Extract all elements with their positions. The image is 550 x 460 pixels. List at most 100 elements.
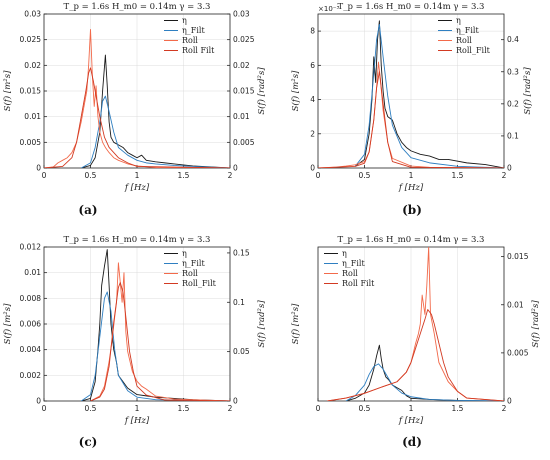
x-tick-label: 0.5	[359, 404, 371, 413]
y-right-axis-label: S(f) [rad²s]	[522, 67, 533, 115]
x-tick-label: 1	[409, 171, 414, 180]
y-left-tick-label: 0.02	[24, 61, 41, 70]
x-tick-label: 0	[42, 171, 47, 180]
series-line-eta_filt	[345, 363, 504, 401]
y-right-tick-label: 0.015	[507, 252, 529, 261]
y-left-tick-label: 2	[310, 129, 315, 138]
y-right-axis-label: S(f) [rad²s]	[256, 67, 267, 115]
series-line-eta_filt	[80, 95, 230, 168]
y-right-axis-label: S(f) [rad²s]	[256, 300, 267, 348]
y-right-tick-label: 0	[507, 397, 512, 406]
y-right-tick-label: 0.15	[233, 248, 250, 257]
chart-title: T_p = 1.6s H_m0 = 0.14m γ = 3.3	[64, 235, 211, 245]
legend-label: η	[456, 16, 461, 25]
y-left-tick-label: 0.025	[20, 35, 42, 44]
x-axis-label: f [Hz]	[124, 183, 150, 193]
legend-label: η_Filt	[182, 259, 205, 268]
legend-label: Roll	[456, 36, 472, 45]
series-line-roll	[44, 28, 230, 168]
legend-label: η_Filt	[182, 26, 205, 35]
y-right-tick-label: 0.2	[507, 99, 519, 108]
y-left-tick-label: 0.03	[24, 10, 41, 19]
y-left-tick-label: 0.015	[20, 87, 42, 96]
y-right-tick-label: 0.1	[233, 298, 245, 307]
chart-title: T_p = 1.6s H_m0 = 0.14m γ = 3.3	[64, 2, 211, 12]
y-right-tick-label: 0.025	[233, 35, 255, 44]
y-left-tick-label: 0.008	[20, 294, 42, 303]
series-line-eta_filt	[80, 291, 230, 401]
series-line-roll_filt	[90, 282, 230, 401]
x-tick-label: 1.5	[452, 404, 464, 413]
y-right-tick-label: 0.1	[507, 131, 519, 140]
x-axis-label: f [Hz]	[398, 183, 424, 193]
y-right-tick-label: 0.005	[233, 138, 255, 147]
chart-a: 0 0.5 1 1.5 200.0050.010.0150.020.0250.0300.…	[2, 2, 267, 217]
x-tick-label: 1	[135, 404, 140, 413]
y-left-multiplier: ×10⁻³	[318, 5, 339, 13]
y-right-tick-label: 0.015	[233, 87, 255, 96]
x-tick-label: 0.5	[85, 404, 97, 413]
y-right-tick-label: 0.3	[507, 67, 519, 76]
y-right-tick-label: 0.02	[233, 61, 250, 70]
x-tick-label: 2	[228, 404, 233, 413]
series-line-eta	[345, 344, 504, 401]
y-right-tick-label: 0	[233, 164, 238, 173]
x-tick-label: 1	[135, 171, 140, 180]
y-left-tick-label: 0.01	[24, 268, 41, 277]
y-left-tick-label: 0.004	[20, 345, 42, 354]
y-left-tick-label: 0	[310, 164, 315, 173]
panel-caption: (a)	[78, 203, 97, 217]
series-line-eta	[354, 20, 504, 168]
x-tick-label: 2	[502, 171, 507, 180]
legend-label: Roll Filt	[182, 46, 215, 55]
series-group	[318, 20, 504, 168]
series-line-eta	[81, 54, 230, 168]
y-left-tick-label: 0.005	[20, 138, 42, 147]
panel-caption: (b)	[402, 203, 422, 217]
x-tick-label: 1.5	[178, 404, 190, 413]
y-right-axis-label: S(f) [rad²s]	[530, 300, 541, 348]
x-tick-label: 2	[228, 171, 233, 180]
x-tick-label: 0	[316, 404, 321, 413]
chart-title: T_p = 1.6s H_m0 = 0.14m γ = 3.3	[338, 2, 485, 12]
y-left-tick-label: 8	[310, 27, 315, 36]
panel-caption: (c)	[79, 435, 98, 449]
y-left-tick-label: 0.012	[20, 243, 42, 252]
series-line-roll_filt	[44, 67, 230, 168]
y-left-tick-label: 0.006	[20, 320, 42, 329]
y-right-tick-label: 0	[233, 397, 238, 406]
panel-caption: (d)	[402, 435, 422, 449]
x-tick-label: 1.5	[452, 171, 464, 180]
x-axis-label: f [Hz]	[124, 416, 150, 426]
y-right-tick-label: 0.01	[507, 300, 524, 309]
legend-label: η_Filt	[342, 259, 365, 268]
grid-lines	[317, 14, 505, 169]
legend-label: Roll Filt	[342, 279, 375, 288]
y-right-tick-label: 0.005	[507, 348, 529, 357]
y-right-tick-label: 0.05	[233, 347, 250, 356]
y-left-tick-label: 6	[310, 61, 315, 70]
series-group	[327, 247, 504, 401]
x-tick-label: 0	[42, 404, 47, 413]
series-line-roll_filt	[327, 309, 504, 401]
legend-label: η	[182, 249, 187, 258]
y-left-tick-label: 0.01	[24, 112, 41, 121]
series-line-eta	[81, 249, 230, 401]
legend-label: η_Filt	[456, 26, 479, 35]
legend-label: η	[182, 16, 187, 25]
y-left-axis-label: S(f) [m²s]	[290, 70, 301, 111]
legend-label: Roll_Filt	[456, 46, 491, 55]
series-line-eta_filt	[354, 23, 504, 168]
y-left-axis-label: S(f) [m²s]	[2, 303, 13, 344]
x-tick-label: 0.5	[359, 171, 371, 180]
x-tick-label: 0	[316, 171, 321, 180]
grid-lines	[43, 246, 231, 402]
y-left-tick-label: 4	[310, 95, 315, 104]
legend-label: Roll	[182, 36, 198, 45]
